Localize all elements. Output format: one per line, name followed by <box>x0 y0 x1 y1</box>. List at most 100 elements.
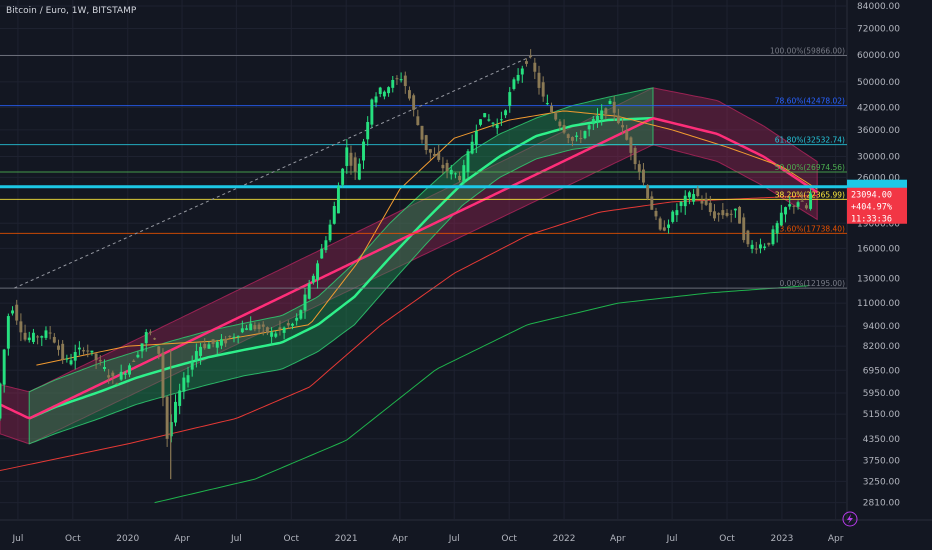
candle-body <box>483 113 487 118</box>
candle-body <box>203 343 207 349</box>
candle-body <box>525 61 528 64</box>
candle-body <box>608 100 612 104</box>
candle-body <box>654 210 658 217</box>
candle-body <box>721 210 725 216</box>
candle-body <box>800 200 804 202</box>
candle-body <box>537 72 541 88</box>
candle-body <box>646 185 650 199</box>
fib-level-label: 23.60%(17738.40) <box>775 224 845 233</box>
candle-body <box>253 325 257 330</box>
y-tick-label: 36000.00 <box>857 126 900 136</box>
y-tick-label: 6950.00 <box>863 366 900 376</box>
y-tick-label: 72000.00 <box>857 25 900 35</box>
candle-body <box>479 119 482 125</box>
candle-body <box>194 351 198 361</box>
candle-body <box>178 390 182 406</box>
candle-body <box>140 343 144 352</box>
candle-body <box>119 371 123 380</box>
candle-body <box>625 130 629 140</box>
candle-body <box>353 157 357 172</box>
fib-level-label: 50.00%(26974.56) <box>775 163 845 172</box>
candle-body <box>633 147 637 165</box>
candle-body <box>102 366 106 370</box>
candle-body <box>767 242 771 245</box>
candle-body <box>153 338 157 340</box>
candle-body <box>395 78 399 80</box>
candle-body <box>491 122 495 124</box>
candle-body <box>399 79 403 81</box>
candle-body <box>320 248 324 259</box>
ma-orange-line <box>36 110 818 366</box>
candle-body <box>240 328 244 333</box>
y-tick-label: 16000.00 <box>857 244 900 254</box>
candle-body <box>107 375 111 378</box>
y-tick-label: 13000.00 <box>857 275 900 285</box>
y-tick-label: 2810.00 <box>863 499 900 509</box>
candle-body <box>445 162 449 172</box>
candle-body <box>679 201 683 206</box>
candle-body <box>224 338 228 344</box>
candle-body <box>641 169 645 183</box>
candle-body <box>44 330 48 338</box>
candle-body <box>533 62 537 72</box>
candle-body <box>508 92 512 106</box>
candle-body <box>462 165 466 183</box>
candle-body <box>545 103 549 105</box>
candle-body <box>94 353 98 361</box>
candle-body <box>466 151 470 173</box>
candle-body <box>650 196 654 210</box>
candle-body <box>809 193 813 209</box>
candle-body <box>245 328 248 330</box>
candle-body <box>128 365 131 375</box>
candle-body <box>132 360 136 362</box>
candle-body <box>604 108 608 114</box>
candle-body <box>437 152 441 160</box>
y-tick-label: 3250.00 <box>863 477 900 487</box>
candle-body <box>0 383 2 419</box>
lightning-icon-ring <box>842 511 858 527</box>
candle-body <box>495 124 499 129</box>
candle-body <box>453 173 457 175</box>
candle-body <box>750 244 754 249</box>
candle-body <box>562 125 566 133</box>
candle-body <box>366 121 370 140</box>
candle-body <box>165 396 169 439</box>
candle-body <box>596 115 599 122</box>
candle-body <box>316 263 320 280</box>
candle-body <box>696 188 700 197</box>
candle-body <box>512 79 516 89</box>
candle-body <box>474 130 478 146</box>
fib-level-label: 61.80%(32532.74) <box>775 136 845 145</box>
x-tick-label: Apr <box>828 534 844 544</box>
candle-body <box>357 163 361 180</box>
candle-body <box>345 147 349 166</box>
candle-body <box>566 134 570 139</box>
x-tick-label: Oct <box>719 534 735 544</box>
candle-body <box>186 375 190 383</box>
candle-body <box>57 345 60 350</box>
candle-body <box>792 205 796 207</box>
fib-trendline <box>14 55 534 289</box>
x-tick-label: Apr <box>610 534 626 544</box>
candle-body <box>73 352 77 361</box>
candle-body <box>207 344 211 349</box>
candle-body <box>90 350 94 353</box>
candle-body <box>416 116 420 126</box>
candle-body <box>2 349 6 385</box>
last-price-tag-bg <box>847 187 907 224</box>
fib-level-label: 0.00%(12195.00) <box>780 279 846 288</box>
x-tick-label: Jul <box>666 534 678 544</box>
candle-body <box>232 336 236 338</box>
candle-body <box>303 294 307 311</box>
y-tick-label: 9400.00 <box>863 322 900 332</box>
candle-body <box>307 283 311 299</box>
candle-body <box>98 360 102 362</box>
candle-body <box>554 113 558 120</box>
candle-body <box>763 246 767 248</box>
y-tick-label: 50000.00 <box>857 78 900 88</box>
candle-body <box>265 327 269 334</box>
x-tick-label: Jul <box>11 534 23 544</box>
y-tick-label: 19000.00 <box>857 219 900 229</box>
candle-body <box>708 202 712 213</box>
